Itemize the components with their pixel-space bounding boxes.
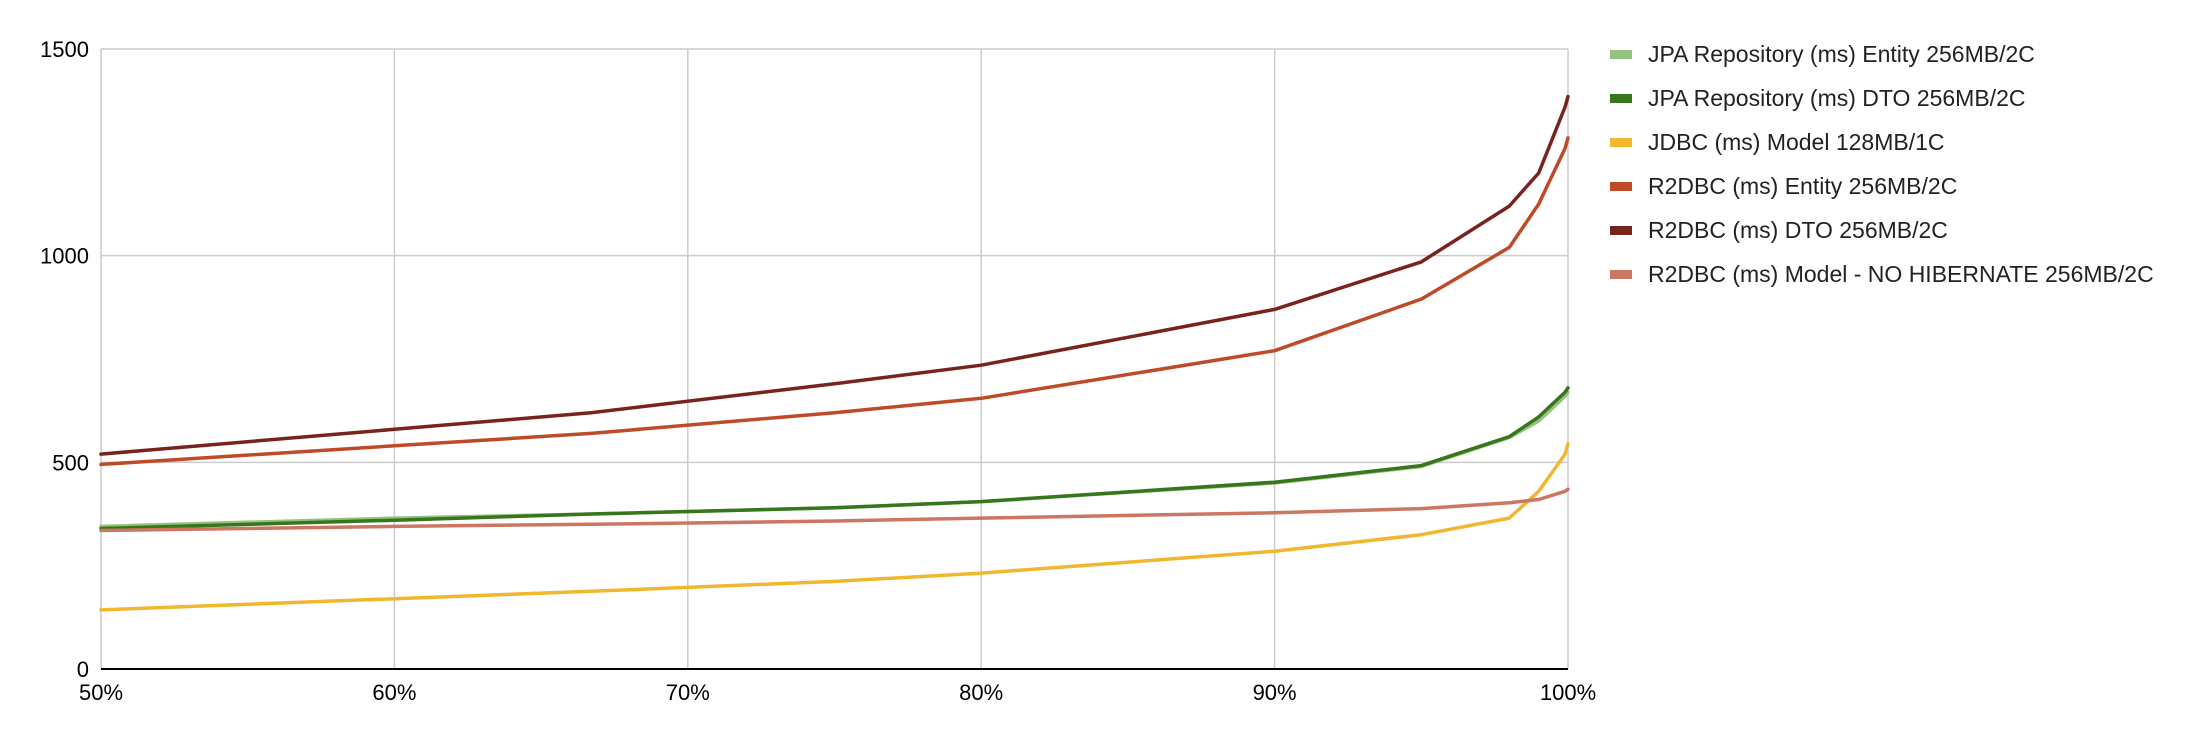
y-tick-label: 1000 [40,244,89,269]
x-tick-label: 90% [1253,680,1297,705]
legend-swatch [1610,269,1632,279]
legend-label: R2DBC (ms) Entity 256MB/2C [1648,172,1958,199]
legend: JPA Repository (ms) Entity 256MB/2C JPA … [1610,32,2154,296]
gridlines [100,48,1569,669]
legend-swatch [1610,181,1632,191]
legend-label: JDBC (ms) Model 128MB/1C [1648,128,1945,155]
y-tick-label: 1500 [40,37,89,62]
line-chart: 50% 60% 70% 80% 90% 100% 0 500 1000 1500 [40,37,1596,705]
y-tick-label: 0 [77,657,89,682]
x-tick-label: 60% [372,680,416,705]
y-tick-label: 500 [52,450,89,475]
legend-item: R2DBC (ms) Entity 256MB/2C [1610,164,2154,208]
legend-swatch [1610,49,1632,59]
legend-item: JPA Repository (ms) Entity 256MB/2C [1610,32,2154,76]
series-line [99,487,1570,533]
x-tick-label: 50% [79,680,123,705]
series-line [99,441,1570,612]
tick-labels: 50% 60% 70% 80% 90% 100% 0 500 1000 1500 [40,37,1596,705]
x-tick-label: 70% [666,680,710,705]
legend-swatch [1610,225,1632,235]
series-line [99,386,1570,531]
legend-label: R2DBC (ms) DTO 256MB/2C [1648,216,1948,243]
legend-label: R2DBC (ms) Model - NO HIBERNATE 256MB/2C [1648,260,2154,287]
legend-label: JPA Repository (ms) Entity 256MB/2C [1648,40,2035,67]
x-tick-label: 80% [959,680,1003,705]
x-tick-label: 100% [1540,680,1596,705]
legend-item: R2DBC (ms) DTO 256MB/2C [1610,208,2154,252]
legend-item: JDBC (ms) Model 128MB/1C [1610,120,2154,164]
legend-item: R2DBC (ms) Model - NO HIBERNATE 256MB/2C [1610,252,2154,296]
series-lines [99,94,1570,612]
series-line [99,136,1570,467]
legend-swatch [1610,93,1632,103]
legend-item: JPA Repository (ms) DTO 256MB/2C [1610,76,2154,120]
legend-swatch [1610,137,1632,147]
series-line [99,94,1570,456]
legend-label: JPA Repository (ms) DTO 256MB/2C [1648,84,2026,111]
